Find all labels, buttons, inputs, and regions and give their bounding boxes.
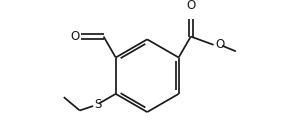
Text: O: O [186,0,195,12]
Text: O: O [70,30,79,43]
Text: S: S [94,98,101,111]
Text: O: O [215,38,225,51]
